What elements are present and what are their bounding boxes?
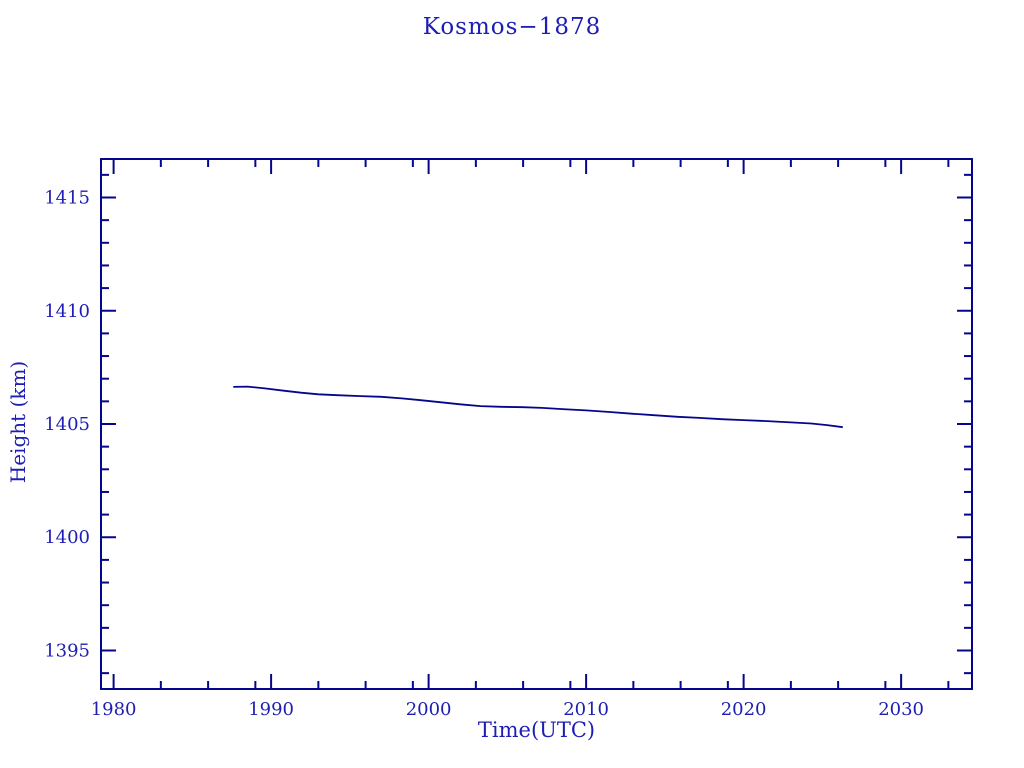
plot-frame bbox=[100, 158, 973, 690]
y-tick-label: 1410 bbox=[44, 301, 90, 322]
x-tick-label: 2020 bbox=[721, 699, 767, 720]
x-axis-title: Time(UTC) bbox=[477, 718, 596, 742]
x-tick-label: 2000 bbox=[406, 699, 452, 720]
y-tick-label: 1400 bbox=[44, 527, 90, 548]
y-tick-label: 1395 bbox=[44, 640, 90, 661]
chart-title: Kosmos−1878 bbox=[422, 14, 602, 40]
x-tick-label: 2010 bbox=[563, 699, 609, 720]
x-tick-label: 2030 bbox=[878, 699, 924, 720]
y-tick-label: 1415 bbox=[44, 188, 90, 209]
x-tick-label: 1980 bbox=[91, 699, 137, 720]
y-axis-title: Height (km) bbox=[6, 360, 30, 484]
y-tick-label: 1405 bbox=[44, 414, 90, 435]
height-series-line bbox=[233, 385, 843, 429]
x-tick-label: 1990 bbox=[248, 699, 294, 720]
